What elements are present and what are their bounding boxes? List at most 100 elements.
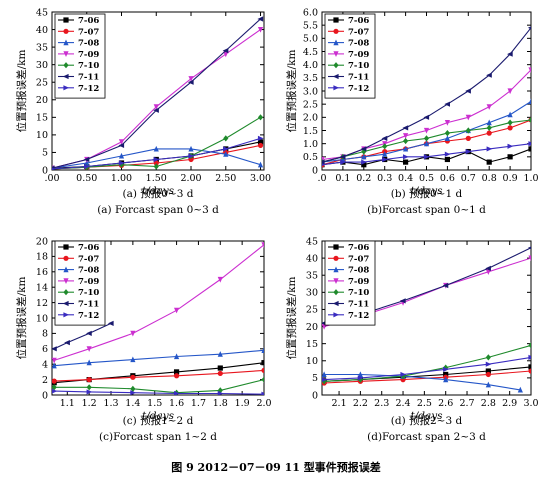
data-point-7-12 — [261, 391, 264, 395]
y-tick-label: 0 — [42, 165, 48, 176]
legend-label: 7-10 — [348, 288, 369, 298]
data-point-7-07 — [86, 377, 92, 383]
legend-marker — [333, 62, 339, 69]
data-point-7-06 — [444, 156, 450, 163]
y-tick-label: 10 — [36, 130, 48, 141]
x-tick-label: 2.7 — [459, 398, 474, 409]
data-point-7-10 — [485, 354, 491, 361]
legend-marker — [63, 39, 69, 46]
data-point-7-10 — [465, 127, 471, 134]
x-tick-label: 0.50 — [76, 173, 97, 184]
legend-label: 7-06 — [348, 16, 369, 26]
y-tick-label: 30 — [306, 288, 318, 299]
series-line-7-07 — [54, 369, 264, 382]
data-point-7-12 — [444, 151, 451, 157]
x-tick-label: .00 — [44, 173, 59, 184]
y-tick-label: 15 — [36, 113, 48, 124]
x-tick-label: 0.8 — [482, 173, 497, 184]
legend-marker — [63, 278, 69, 284]
legend-label: 7-11 — [78, 300, 99, 310]
x-tick-label: 0.1 — [335, 173, 350, 184]
y-tick-label: 10 — [36, 313, 48, 324]
x-tick-label: 0.4 — [398, 173, 413, 184]
data-point-7-09 — [223, 51, 229, 58]
y-tick-label: 4.0 — [303, 60, 318, 71]
data-point-7-06 — [507, 154, 513, 160]
data-point-7-11 — [402, 125, 409, 131]
legend-box — [324, 240, 376, 326]
legend-label: 7-07 — [348, 27, 369, 37]
series-group — [322, 26, 531, 168]
x-tick-label: 2.9 — [502, 398, 517, 409]
data-point-7-09 — [444, 120, 450, 126]
data-point-7-09 — [217, 276, 223, 283]
y-tick-label: 40 — [306, 253, 318, 264]
data-point-7-08 — [485, 381, 491, 388]
x-tick-label: 2.5 — [417, 398, 432, 409]
data-point-7-12 — [188, 153, 195, 159]
x-tick-label: 0.3 — [377, 173, 392, 184]
data-point-7-08 — [382, 151, 388, 157]
y-tick-label: 0.5 — [303, 152, 318, 163]
data-point-7-12 — [443, 366, 449, 372]
data-point-7-12 — [382, 156, 388, 163]
data-point-7-11 — [86, 330, 92, 336]
data-point-7-09 — [257, 26, 264, 33]
data-point-7-11 — [527, 246, 531, 250]
data-point-7-09 — [188, 76, 194, 82]
legend-label: 7-12 — [78, 84, 99, 94]
data-point-7-12 — [322, 377, 328, 382]
data-point-7-07 — [52, 378, 57, 384]
x-tick-label: 2.4 — [395, 398, 410, 409]
data-point-7-08 — [223, 151, 229, 157]
data-point-7-12 — [118, 160, 125, 166]
legend-label: 7-09 — [78, 50, 99, 60]
data-point-7-11 — [339, 154, 346, 160]
data-point-7-10 — [403, 137, 409, 145]
data-point-7-11 — [442, 282, 449, 289]
legend-marker — [63, 62, 69, 69]
legend-marker — [333, 278, 339, 284]
legend-label: 7-08 — [78, 39, 99, 49]
data-point-7-08 — [173, 353, 180, 360]
data-point-7-08 — [423, 140, 430, 147]
data-point-7-07 — [486, 130, 492, 136]
y-tick-label: 0 — [312, 390, 318, 401]
legend: 7-067-07 7-087-097-10 7-117-12 — [324, 240, 376, 326]
x-tick-label: 0.2 — [356, 173, 371, 184]
data-point-7-10 — [423, 135, 430, 142]
data-point-7-06 — [486, 159, 492, 165]
legend-label: 7-06 — [78, 16, 99, 26]
legend-label: 7-11 — [78, 73, 99, 83]
data-point-7-08 — [517, 386, 523, 393]
data-point-7-08 — [118, 152, 125, 159]
data-point-7-08 — [361, 153, 367, 160]
x-tick-label: 1.00 — [111, 173, 132, 184]
caption-en: (a) Forcast span 0~3 d — [97, 204, 219, 216]
data-point-7-09 — [423, 127, 430, 134]
data-point-7-07 — [261, 367, 264, 373]
caption-cn: (a) 预报0~3 d — [122, 187, 193, 200]
y-tick-label: 0 — [42, 390, 48, 401]
legend-marker — [63, 28, 69, 34]
data-point-7-12 — [361, 159, 367, 165]
data-point-7-07 — [507, 125, 513, 131]
legend-marker — [63, 312, 70, 318]
y-tick-label: 5 — [312, 373, 318, 384]
data-point-7-07 — [130, 374, 136, 380]
data-point-7-10 — [444, 130, 450, 137]
data-point-7-10 — [382, 143, 388, 150]
legend-label: 7-09 — [78, 277, 99, 287]
series-line-7-08 — [54, 349, 264, 367]
y-tick-label: 1.0 — [303, 139, 318, 150]
x-tick-label: 1.9 — [235, 398, 250, 409]
data-point-7-12 — [507, 143, 514, 149]
legend-label: 7-08 — [348, 39, 369, 49]
data-point-7-06 — [361, 162, 367, 168]
x-tick-label: 1.2 — [82, 398, 97, 409]
x-tick-label: 2.00 — [180, 173, 201, 184]
data-point-7-09 — [153, 104, 159, 110]
data-point-7-09 — [486, 104, 492, 110]
y-tick-label: 15 — [306, 339, 318, 350]
